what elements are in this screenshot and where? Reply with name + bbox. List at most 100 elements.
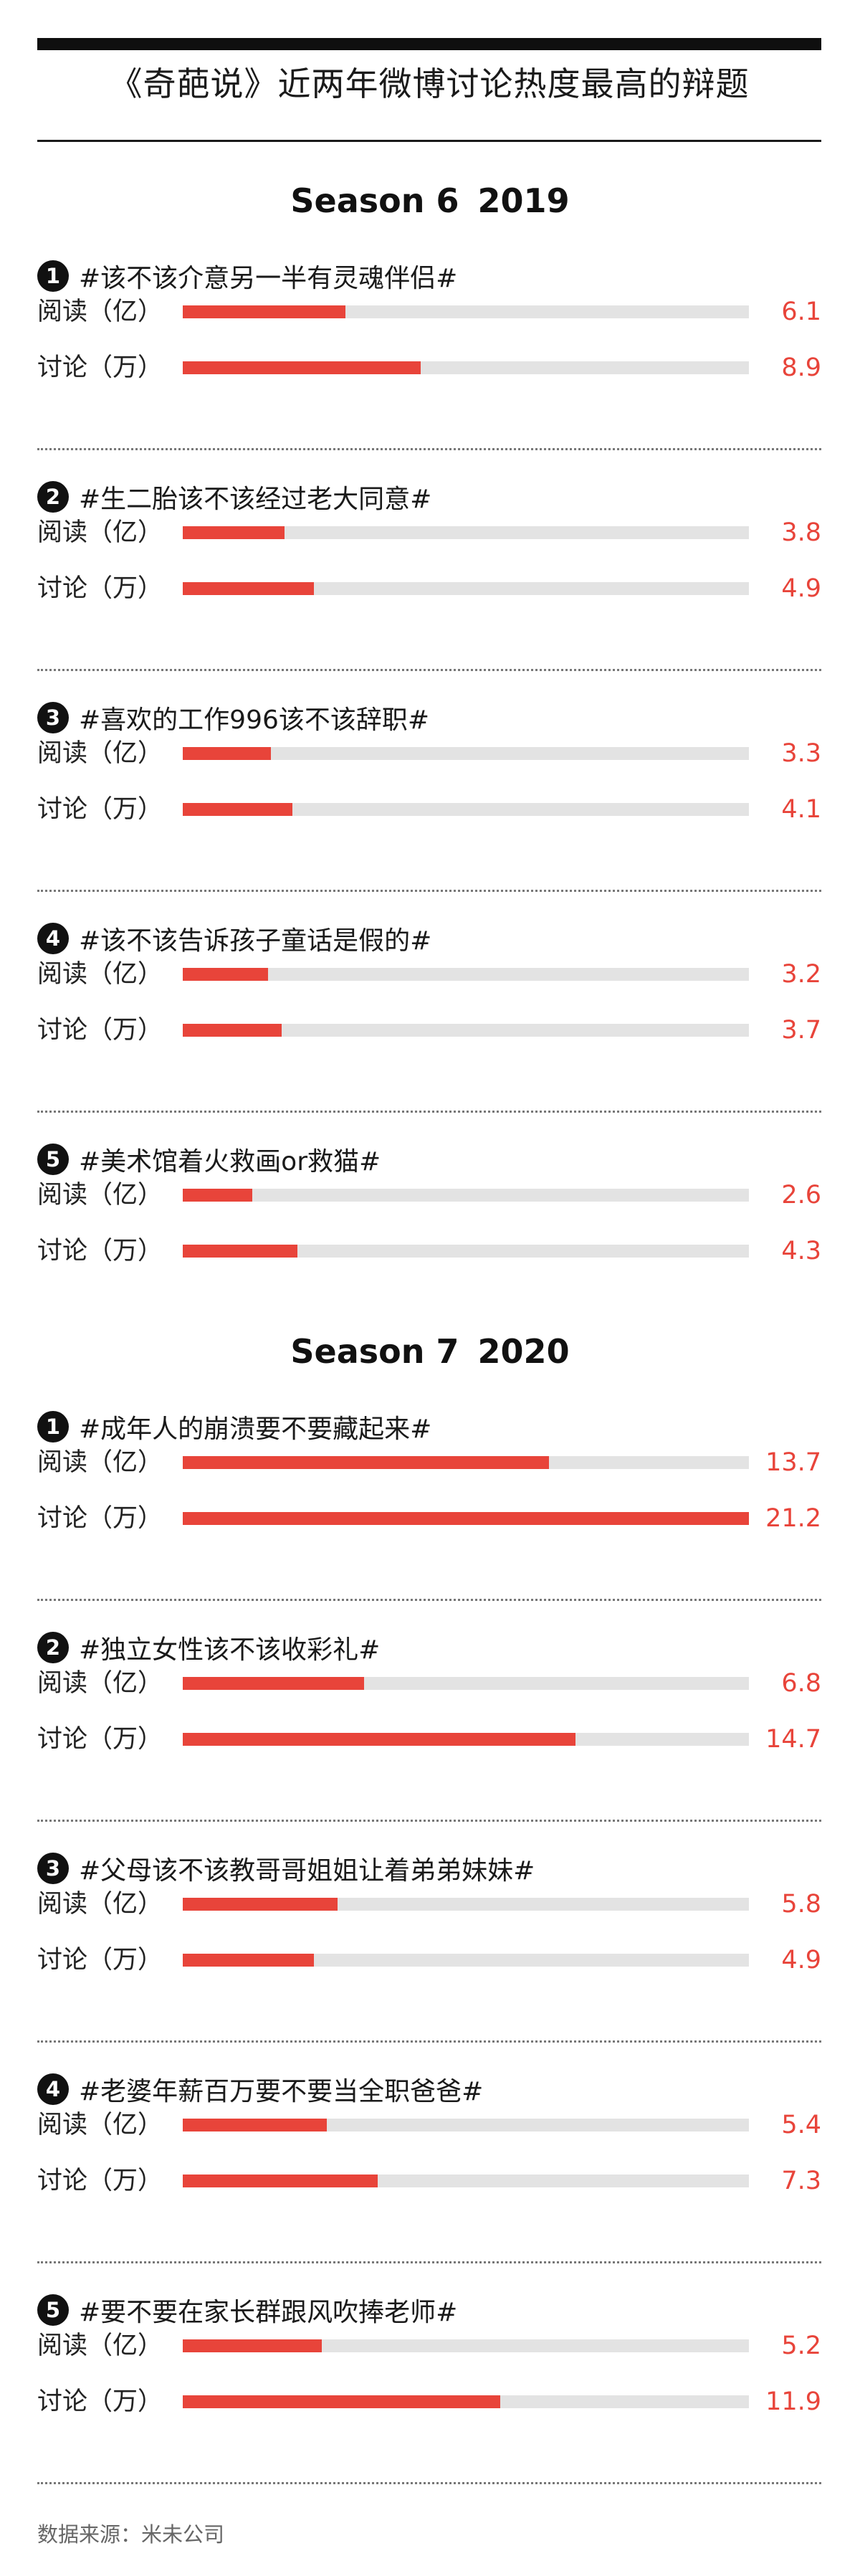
bar-read <box>183 1677 364 1690</box>
bar-read <box>183 526 285 539</box>
metric-label-read: 阅读（亿） <box>37 1890 163 1919</box>
topic-heading: 1 #成年人的崩溃要不要藏起来# <box>37 1407 431 1447</box>
bar-track-discuss <box>183 2175 749 2187</box>
topic-title: #该不该介意另一半有灵魂伴侣# <box>79 264 458 293</box>
bar-track-discuss <box>183 1024 749 1037</box>
metric-label-read: 阅读（亿） <box>37 1181 163 1209</box>
metric-label-discuss: 讨论（万） <box>37 1504 163 1533</box>
rank-badge: 5 <box>37 1144 69 1175</box>
rank-badge: 2 <box>37 481 69 513</box>
value-label-discuss: 21.2 <box>765 1504 821 1533</box>
value-label-discuss: 4.9 <box>781 574 821 603</box>
value-label-read: 5.8 <box>781 1890 821 1919</box>
rank-badge: 1 <box>37 260 69 292</box>
bar-track-discuss <box>183 803 749 816</box>
bar-read <box>183 1456 549 1469</box>
metric-label-read: 阅读（亿） <box>37 1669 163 1698</box>
bar-read <box>183 305 345 318</box>
bar-discuss <box>183 2395 500 2408</box>
bar-track-read <box>183 1189 749 1202</box>
chart-title: 《奇葩说》近两年微博讨论热度最高的辩题 <box>109 65 750 103</box>
value-label-discuss: 7.3 <box>781 2167 821 2195</box>
divider <box>37 669 821 671</box>
value-label-read: 2.6 <box>781 1181 821 1209</box>
topic-title: #该不该告诉孩子童话是假的# <box>79 926 432 956</box>
divider <box>37 448 821 450</box>
topic-title: #生二胎该不该经过老大同意# <box>79 485 432 514</box>
metric-label-read: 阅读（亿） <box>37 298 163 326</box>
rank-badge: 3 <box>37 1853 69 1884</box>
divider <box>37 1111 821 1113</box>
bar-track-discuss <box>183 1954 749 1967</box>
value-label-discuss: 4.9 <box>781 1946 821 1974</box>
value-label-discuss: 11.9 <box>765 2387 821 2416</box>
bar-track-discuss <box>183 2395 749 2408</box>
rank-badge: 4 <box>37 2073 69 2105</box>
bar-discuss <box>183 1733 575 1746</box>
bar-track-discuss <box>183 1733 749 1746</box>
divider <box>37 890 821 892</box>
topic-title: #要不要在家长群跟风吹捧老师# <box>79 2298 458 2327</box>
divider <box>37 2040 821 2043</box>
metric-label-discuss: 讨论（万） <box>37 795 163 824</box>
divider <box>37 1599 821 1601</box>
topic-heading: 5 #美术馆着火救画or救猫# <box>37 1139 381 1179</box>
metric-label-discuss: 讨论（万） <box>37 574 163 603</box>
title-rule <box>37 140 821 142</box>
rank-badge: 3 <box>37 702 69 733</box>
topic-title: #老婆年薪百万要不要当全职爸爸# <box>79 2077 484 2106</box>
divider <box>37 2482 821 2484</box>
bar-discuss <box>183 1245 297 1258</box>
topic-heading: 4 #老婆年薪百万要不要当全职爸爸# <box>37 2069 483 2109</box>
bar-read <box>183 747 271 760</box>
topic-title: #成年人的崩溃要不要藏起来# <box>79 1415 432 1444</box>
metric-label-read: 阅读（亿） <box>37 1448 163 1477</box>
topic-heading: 1 #该不该介意另一半有灵魂伴侣# <box>37 256 457 296</box>
value-label-read: 6.1 <box>781 298 821 326</box>
bar-track-read <box>183 526 749 539</box>
bar-track-discuss <box>183 361 749 374</box>
bar-track-read <box>183 305 749 318</box>
bar-discuss <box>183 1024 282 1037</box>
bar-track-read <box>183 747 749 760</box>
bar-discuss <box>183 1512 749 1525</box>
bar-track-read <box>183 1677 749 1690</box>
value-label-discuss: 4.3 <box>781 1237 821 1265</box>
bar-discuss <box>183 2175 378 2187</box>
rank-badge: 1 <box>37 1411 69 1443</box>
topic-heading: 2 #独立女性该不该收彩礼# <box>37 1627 380 1668</box>
bar-track-discuss <box>183 1245 749 1258</box>
top-bar <box>37 38 821 50</box>
value-label-read: 6.8 <box>781 1669 821 1698</box>
value-label-discuss: 3.7 <box>781 1016 821 1045</box>
source-note: 数据来源：米未公司 <box>37 2522 225 2547</box>
metric-label-read: 阅读（亿） <box>37 2332 163 2360</box>
season-heading: Season 7 2020 <box>0 1330 860 1373</box>
topic-heading: 2 #生二胎该不该经过老大同意# <box>37 477 431 517</box>
bar-track-read <box>183 968 749 981</box>
metric-label-discuss: 讨论（万） <box>37 1725 163 1754</box>
value-label-read: 3.8 <box>781 518 821 547</box>
bar-track-read <box>183 1456 749 1469</box>
topic-heading: 3 #喜欢的工作996该不该辞职# <box>37 698 429 738</box>
rank-badge: 5 <box>37 2294 69 2326</box>
value-label-read: 13.7 <box>765 1448 821 1477</box>
metric-label-discuss: 讨论（万） <box>37 1237 163 1265</box>
value-label-read: 3.2 <box>781 960 821 989</box>
metric-label-discuss: 讨论（万） <box>37 1946 163 1974</box>
season-name: Season 7 <box>290 1332 459 1371</box>
metric-label-discuss: 讨论（万） <box>37 2387 163 2416</box>
metric-label-discuss: 讨论（万） <box>37 1016 163 1045</box>
season-year: 2020 <box>477 1332 570 1371</box>
bar-discuss <box>183 582 314 595</box>
divider <box>37 1820 821 1822</box>
bar-track-read <box>183 2339 749 2352</box>
metric-label-discuss: 讨论（万） <box>37 2167 163 2195</box>
topic-title: #喜欢的工作996该不该辞职# <box>79 705 430 735</box>
bar-read <box>183 968 268 981</box>
value-label-discuss: 4.1 <box>781 795 821 824</box>
bar-track-discuss <box>183 582 749 595</box>
topic-heading: 3 #父母该不该教哥哥姐姐让着弟弟妹妹# <box>37 1848 535 1888</box>
topic-title: #美术馆着火救画or救猫# <box>79 1147 381 1177</box>
